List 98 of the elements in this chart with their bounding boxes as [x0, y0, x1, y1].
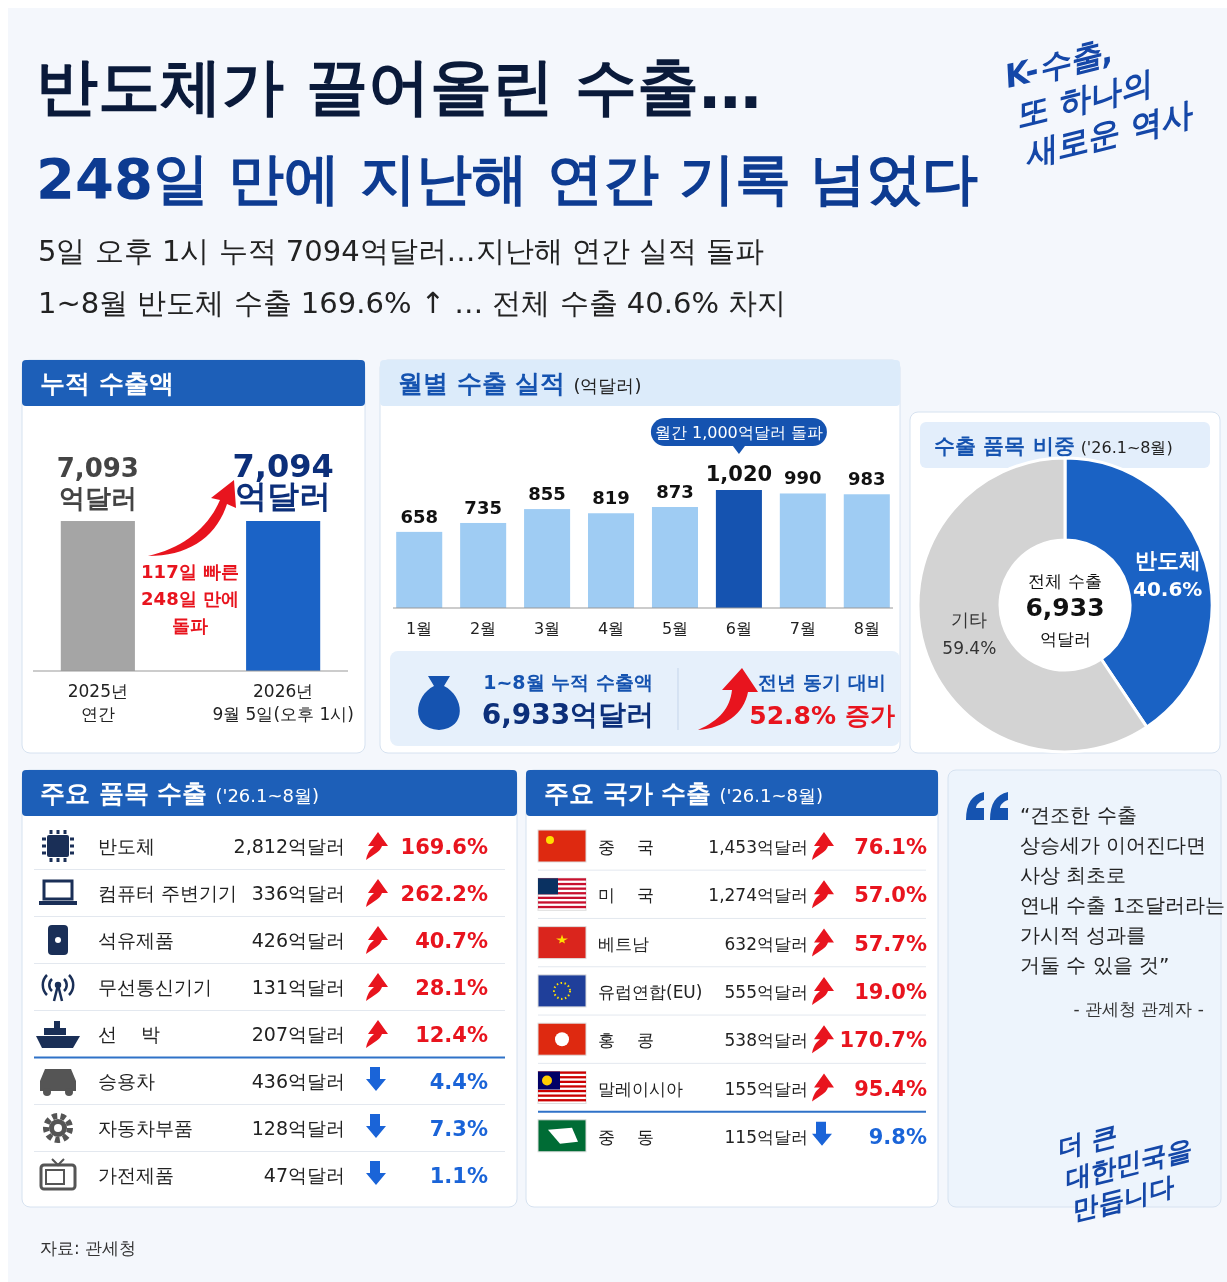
text: 전체 수출 6,933 억달러 — [1025, 571, 1105, 649]
x-tick-label: 3월 — [534, 619, 561, 638]
category-label: 자동차부품 — [98, 1117, 193, 1139]
slice-label: 반도체 — [1134, 547, 1201, 573]
x-tick-label: 8월 — [853, 619, 880, 638]
text: “견조한 수출 상승세가 이어진다면 사상 최초로 연내 수출 1조달러라는 가시적 성과를 거둘 수 있을 것” — [1020, 803, 1226, 977]
category-label: 베트남 — [598, 933, 649, 954]
data-label: 155억달러 — [724, 1078, 808, 1099]
bar — [715, 490, 762, 608]
data-label: 7.3% — [429, 1117, 488, 1141]
bar — [779, 493, 826, 608]
slice-label: 기타 — [951, 609, 988, 631]
category-label: 가전제품 — [98, 1164, 174, 1186]
data-label: 170.7% — [839, 1028, 927, 1053]
chart-title: 누적 수출액 — [40, 369, 174, 398]
x-tick-label: 7월 — [789, 619, 816, 638]
data-label: 12.4% — [415, 1023, 488, 1047]
data-label: 40.6% — [1132, 576, 1203, 601]
data-label: 538억달러 — [724, 1030, 808, 1051]
text: 주요 품목 수출 — [40, 779, 208, 808]
category-label: 반도체 — [98, 835, 155, 857]
data-label: 4.4% — [429, 1070, 488, 1094]
x-tick-label: 1월 — [406, 619, 433, 638]
x-tick-label: 4월 — [597, 619, 625, 638]
text: 월간 1,000억달러 돌파 — [654, 423, 823, 442]
data-label: 819 — [592, 487, 630, 509]
data-label: 1,020 — [705, 462, 773, 486]
data-label: 436억달러 — [251, 1070, 345, 1092]
data-label: 1,453억달러 — [708, 837, 808, 857]
data-label: 57.7% — [854, 931, 927, 956]
text: 주요 국가 수출 — [544, 779, 712, 808]
x-tick-label: 2025년 연간 — [67, 681, 128, 724]
bar — [396, 531, 443, 608]
text: K-수출, 또 하나의 새로운 역사 — [1000, 32, 1199, 174]
data-label: 76.1% — [854, 835, 927, 859]
data-label: 207억달러 — [251, 1023, 345, 1045]
chart-subtitle: ('26.1~8월) — [1080, 438, 1173, 457]
category-label: 미 국 — [598, 885, 654, 906]
data-label: 28.1% — [415, 976, 488, 1000]
bar — [588, 513, 635, 608]
data-label: 57.0% — [854, 883, 927, 908]
category-label: 중 국 — [598, 837, 654, 857]
data-label: 59.4% — [942, 638, 997, 659]
category-label: 석유제품 — [98, 929, 174, 951]
data-label: 7,093 억달러 — [56, 453, 139, 514]
text: ('26.1~8월) — [719, 785, 824, 806]
data-label: 95.4% — [854, 1076, 927, 1101]
text: 5일 오후 1시 누적 7094억달러…지난해 연간 실적 돌파 — [38, 234, 765, 268]
data-label: 128억달러 — [251, 1117, 345, 1139]
x-tick-label: 5월 — [661, 619, 689, 638]
data-label: 2,812억달러 — [233, 835, 345, 857]
data-label: 336억달러 — [251, 882, 345, 904]
data-label: 735 — [464, 496, 502, 518]
data-label: 632억달러 — [724, 933, 808, 954]
text: 전년 동기 대비 52.8% 증가 — [749, 671, 895, 730]
data-label: 555억달러 — [724, 981, 808, 1002]
x-tick-label: 2026년 9월 5일(오후 1시) — [212, 681, 354, 724]
bar — [651, 507, 698, 608]
category-label: 선 박 — [98, 1023, 161, 1045]
x-tick-label: 6월 — [725, 619, 752, 638]
data-label: 262.2% — [400, 882, 488, 906]
chart-title: 수출 품목 비중 — [934, 434, 1075, 458]
text: ('26.1~8월) — [215, 785, 320, 806]
data-label: 990 — [784, 467, 822, 489]
data-label: 9.8% — [868, 1124, 927, 1149]
data-label: 7,094 억달러 — [232, 447, 334, 515]
chart-subtitle: (억달러) — [573, 375, 642, 396]
category-label: 승용차 — [98, 1070, 155, 1092]
category-label: 컴퓨터 주변기기 — [98, 882, 238, 904]
text: 1~8월 반도체 수출 169.6% ↑ … 전체 수출 40.6% 차지 — [38, 286, 787, 320]
category-label: 중 동 — [598, 1126, 654, 1147]
data-label: 1,274억달러 — [708, 885, 808, 906]
category-label: 말레이시아 — [598, 1078, 683, 1099]
text: 반도체가 끌어올린 수출… 248일 만에 지난해 연간 기록 넘었다 — [36, 50, 979, 211]
x-tick-label: 2월 — [470, 619, 497, 638]
category-label: 무선통신기기 — [98, 976, 212, 998]
annotation: 117일 빠른 248일 만에 돌파 — [141, 561, 239, 636]
data-label: 40.7% — [415, 929, 488, 953]
bar — [843, 494, 890, 608]
data-label: 983 — [848, 468, 886, 490]
text: 자료: 관세청 — [40, 1238, 137, 1258]
data-label: 131억달러 — [251, 976, 345, 998]
category-label: 유럽연합(EU) — [598, 981, 703, 1002]
data-label: 658 — [400, 505, 438, 527]
data-label: 1.1% — [429, 1164, 488, 1188]
bar — [460, 522, 507, 608]
category-label: 홍 콩 — [598, 1030, 654, 1051]
data-label: 169.6% — [400, 835, 488, 859]
text: - 관세청 관계자 - — [1073, 999, 1204, 1019]
data-label: 873 — [656, 481, 694, 503]
bar — [524, 509, 571, 608]
data-label: 426억달러 — [251, 929, 345, 951]
text: 1~8월 누적 수출액 6,933억달러 — [481, 671, 655, 731]
chart-title: 월별 수출 실적 — [398, 369, 566, 398]
data-label: 47억달러 — [263, 1164, 345, 1186]
data-label: 855 — [528, 483, 566, 505]
data-label: 115억달러 — [724, 1126, 808, 1147]
data-label: 19.0% — [854, 979, 927, 1004]
